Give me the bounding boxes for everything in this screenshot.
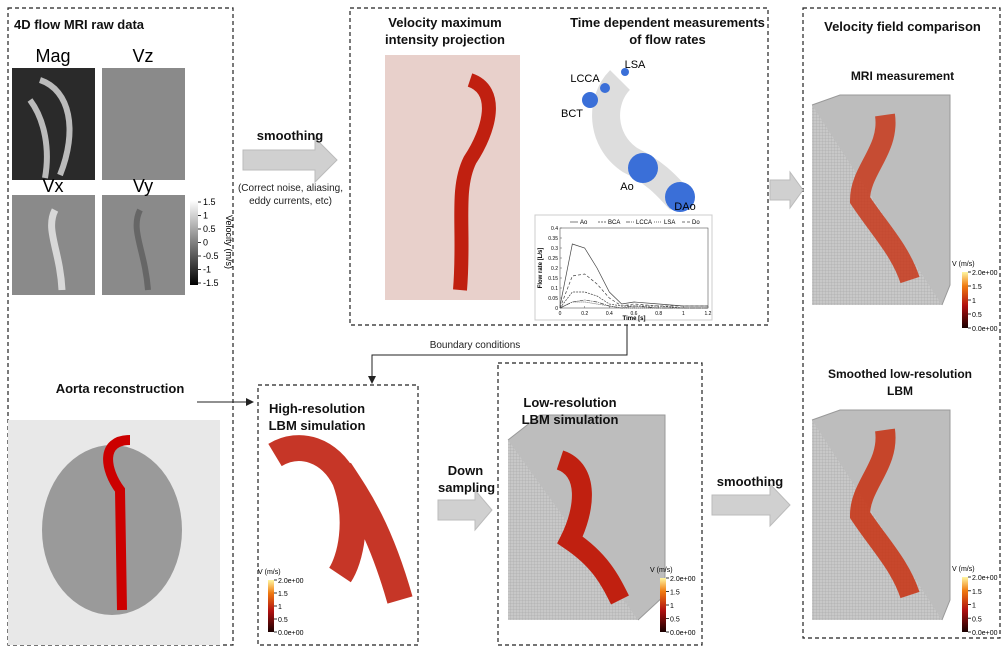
colorbar-tick-label: 0.5 — [972, 312, 982, 319]
colorbar-tick-label: 0.5 — [278, 617, 288, 624]
smoothing-title: smoothing — [240, 127, 340, 144]
panel-label: Mag — [35, 46, 70, 66]
vessel-label: LSA — [625, 59, 646, 71]
flow-title: Time dependent measurements of flow rate… — [570, 14, 765, 48]
x-tick-label: 1.2 — [705, 311, 712, 317]
vessel-label: BCT — [561, 108, 583, 120]
x-tick-label: 0.8 — [655, 311, 662, 317]
v-colorbar — [660, 578, 666, 632]
vy-image — [102, 195, 185, 295]
colorbar-tick-label: 1.5 — [203, 197, 216, 207]
colorbar-label: V (m/s) — [952, 566, 975, 573]
smoothing-label: smoothing — [705, 473, 795, 490]
smoothing-note: (Correct noise, aliasing, eddy currents,… — [228, 182, 353, 208]
colorbar-tick-label: 1.5 — [972, 589, 982, 596]
arrow — [438, 490, 492, 530]
vessel-label: DAo — [674, 201, 695, 213]
colorbar-tick-label: 0.5 — [670, 617, 680, 624]
colorbar-tick-label: 0.5 — [203, 224, 216, 234]
v-colorbar — [962, 272, 968, 328]
colorbar-tick-label: 0 — [203, 238, 208, 248]
colorbar-label: V (m/s) — [952, 261, 975, 268]
colorbar-tick-label: 2.0e+00 — [278, 578, 304, 585]
vz-image — [102, 68, 185, 180]
velocity-colorbar — [190, 200, 198, 285]
bct-inlet — [582, 92, 598, 108]
colorbar-tick-label: 0.5 — [972, 616, 982, 623]
arrow — [372, 325, 627, 383]
mip-image — [385, 55, 520, 300]
colorbar-tick-label: 1.5 — [670, 590, 680, 597]
y-tick-label: 0.25 — [548, 256, 558, 262]
high-res-title: High-resolution LBM simulation — [262, 400, 372, 434]
colorbar-tick-label: 1.5 — [972, 284, 982, 291]
colorbar-tick-label: 1 — [972, 603, 976, 610]
ao-inlet — [628, 153, 658, 183]
figure: Mag Vz Vx Vy 1.5 1 0.5 0 -0.5 -1 -1.5 Velocity (m/s… — [0, 0, 1005, 650]
aorta-title: Aorta reconstruction — [35, 380, 205, 397]
colorbar-label: V (m/s) — [258, 569, 281, 576]
colorbar-tick-label: 0.0e+00 — [278, 630, 304, 637]
arrow — [712, 484, 790, 526]
y-tick-label: 0.2 — [551, 266, 558, 272]
colorbar-tick-label: 1 — [972, 298, 976, 305]
mri-title: MRI measurement — [805, 68, 1000, 85]
y-axis-label: Flow rate [L/s] — [538, 248, 544, 289]
y-tick-label: 0.15 — [548, 276, 558, 282]
v-colorbar — [962, 577, 968, 632]
flow-chart-frame — [535, 215, 712, 320]
down-sampling: Down sampling — [438, 462, 493, 496]
colorbar-tick-label: 1.5 — [278, 591, 288, 598]
arrow — [770, 172, 803, 208]
y-tick-label: 0.1 — [551, 286, 558, 292]
colorbar-tick-label: 2.0e+00 — [670, 576, 696, 583]
colorbar-tick-label: 1 — [203, 211, 208, 221]
raw-title: 4D flow MRI raw data — [14, 16, 184, 33]
y-tick-label: 0.35 — [548, 236, 558, 242]
x-tick-label: 0 — [559, 311, 562, 317]
canvas: Mag Vz Vx Vy 1.5 1 0.5 0 -0.5 -1 -1.5 Velocity (m/s… — [0, 0, 1005, 650]
legend-label: Do — [692, 220, 700, 226]
colorbar-tick-label: 1 — [670, 603, 674, 610]
panel-label: Vz — [132, 46, 153, 66]
comparison-title: Velocity field comparison — [805, 18, 1000, 35]
mip-title: Velocity maximum intensity projection — [370, 14, 520, 48]
arrow — [243, 138, 337, 182]
legend-label: BCA — [608, 220, 620, 226]
y-tick-label: 0.3 — [551, 246, 558, 252]
panel-label: Vx — [42, 176, 63, 196]
colorbar-tick-label: 0.0e+00 — [972, 326, 998, 333]
lcca-inlet — [600, 83, 610, 93]
colorbar-tick-label: -0.5 — [203, 251, 219, 261]
colorbar-tick-label: 2.0e+00 — [972, 575, 998, 582]
low-res-title: Low-resolution LBM simulation — [510, 394, 630, 428]
v-colorbar — [268, 580, 274, 632]
vessel-label: LCCA — [570, 73, 600, 85]
boundary-label: Boundary conditions — [410, 339, 540, 352]
legend-label: LCCA — [636, 220, 652, 226]
colorbar-tick-label: -1.5 — [203, 278, 219, 288]
legend-label: LSA — [664, 220, 675, 226]
x-tick-label: 0.4 — [606, 311, 613, 317]
x-tick-label: 0.2 — [581, 311, 588, 317]
legend-label: Ao — [580, 220, 588, 226]
x-axis-label: Time [s] — [623, 316, 646, 322]
colorbar-tick-label: 0.0e+00 — [972, 630, 998, 637]
panel-label: Vy — [133, 176, 153, 196]
colorbar-label: Velocity (m/s) — [224, 215, 234, 269]
x-tick-label: 1 — [682, 311, 685, 317]
colorbar-label: V (m/s) — [650, 567, 673, 574]
colorbar-tick-label: -1 — [203, 265, 211, 275]
vessel-label: Ao — [620, 181, 633, 193]
y-tick-label: 0.05 — [548, 296, 558, 302]
y-tick-label: 0.4 — [551, 226, 558, 232]
colorbar-tick-label: 0.0e+00 — [670, 630, 696, 637]
colorbar-tick-label: 2.0e+00 — [972, 270, 998, 277]
colorbar-tick-label: 1 — [278, 604, 282, 611]
smoothed-title: Smoothed low-resolution LBM — [825, 366, 975, 400]
